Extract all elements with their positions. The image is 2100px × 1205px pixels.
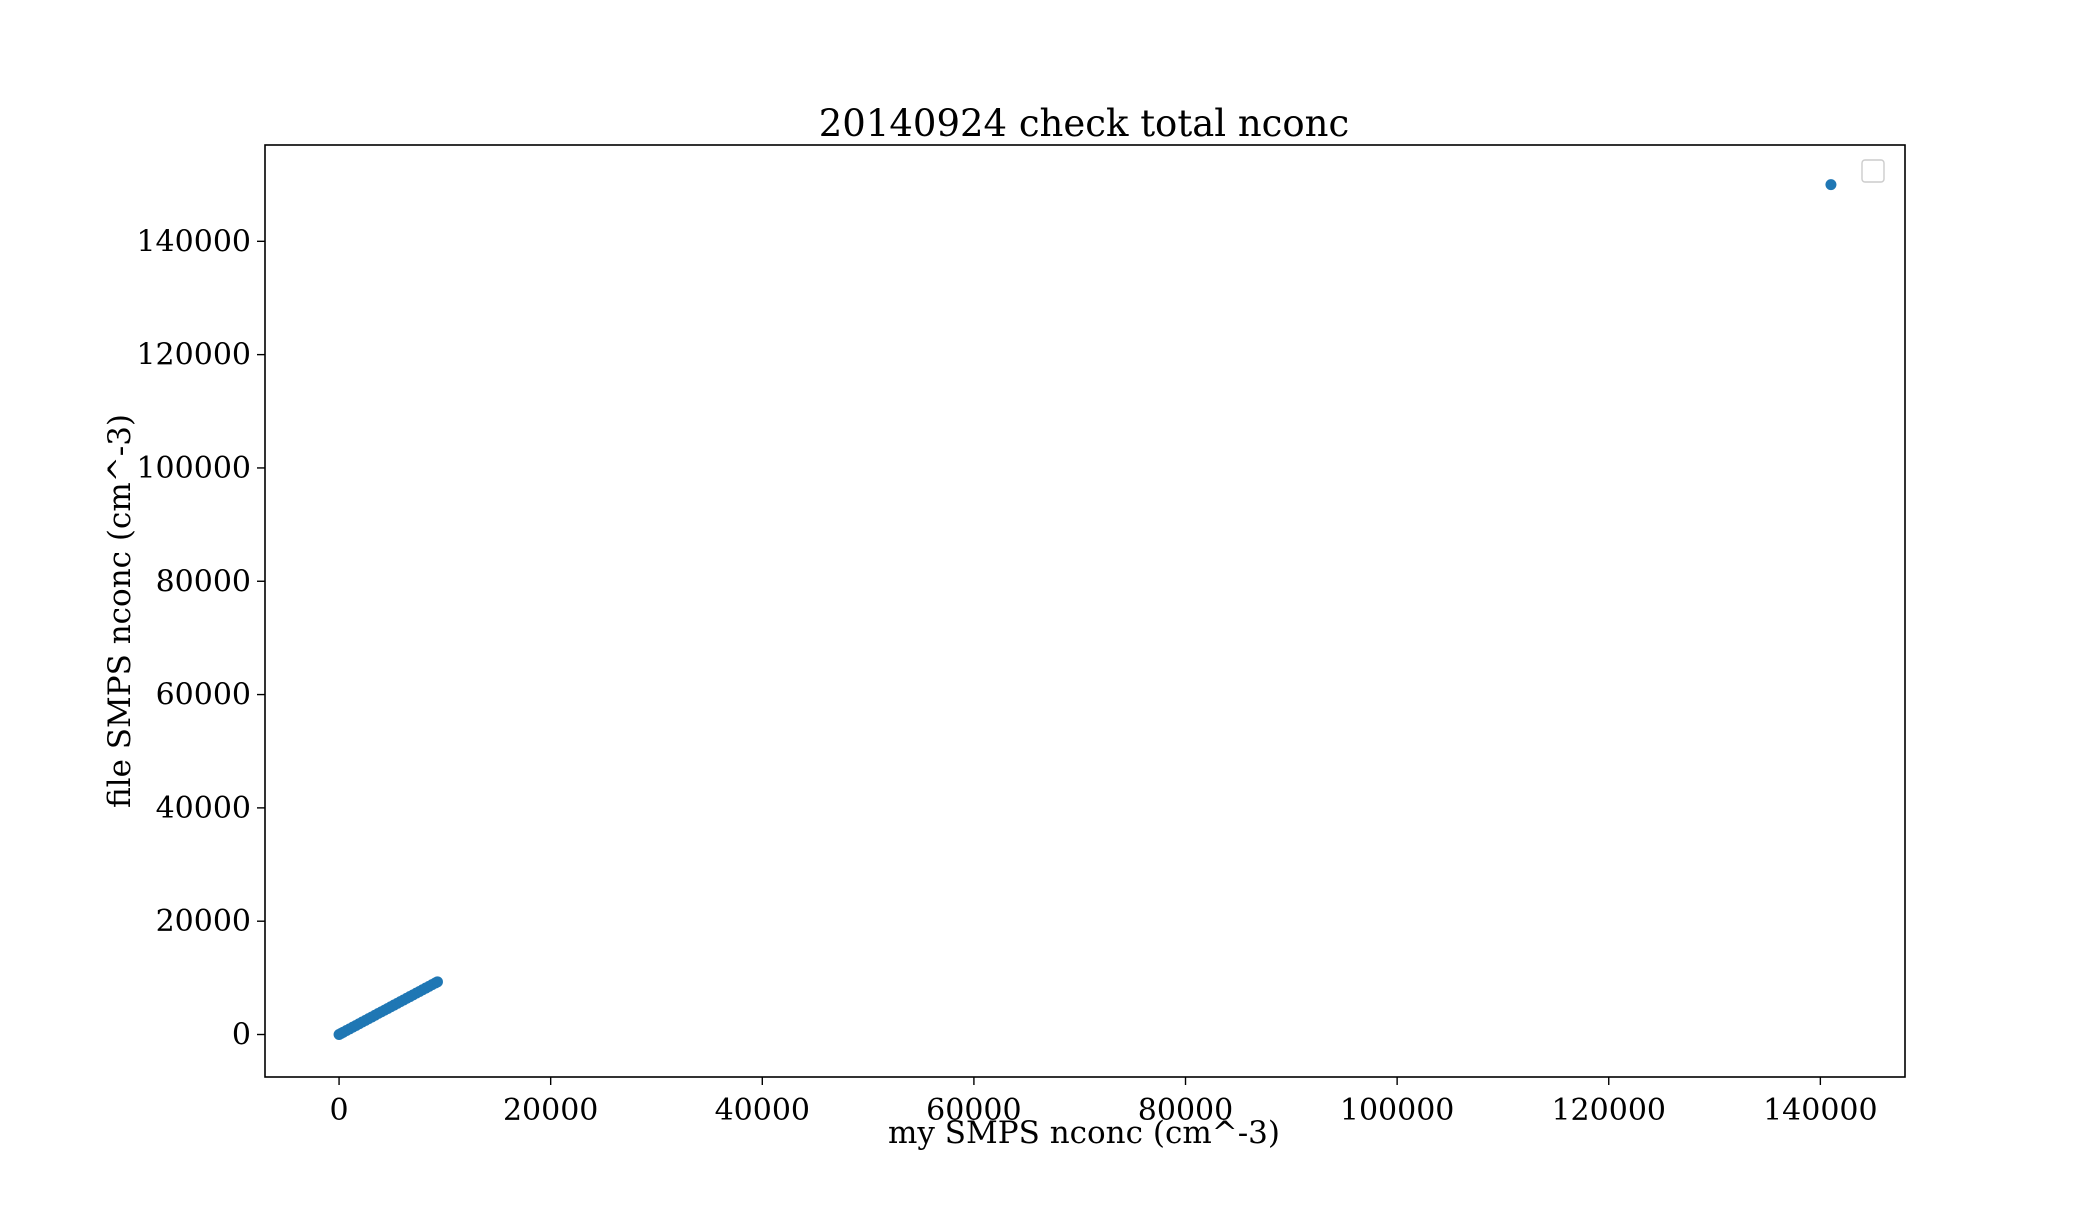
data-point — [1825, 179, 1837, 191]
x-tick-label: 60000 — [926, 1093, 1021, 1128]
axes-frame — [264, 144, 1906, 1078]
x-axis: 0 20000 40000 60000 80000 100000 120000 140000 — [330, 1077, 1878, 1128]
x-tick-label: 140000 — [1763, 1093, 1878, 1128]
x-tick-label: 0 — [330, 1093, 349, 1128]
y-tick-label: 100000 — [136, 451, 251, 486]
y-axis: 0 20000 40000 60000 80000 100000 120000 140000 — [136, 224, 265, 1053]
x-axis-label: my SMPS nconc (cm^-3) — [888, 1115, 1280, 1151]
y-tick-label: 0 — [232, 1018, 251, 1053]
plot-area — [264, 144, 1906, 1078]
x-tick-label: 20000 — [503, 1093, 598, 1128]
y-tick-label: 140000 — [136, 224, 251, 259]
x-tick-label: 40000 — [715, 1093, 810, 1128]
x-tick-label: 120000 — [1551, 1093, 1666, 1128]
y-tick-label: 60000 — [156, 678, 251, 713]
y-tick-label: 20000 — [156, 904, 251, 939]
y-tick-label: 80000 — [156, 564, 251, 599]
x-tick-label: 100000 — [1340, 1093, 1455, 1128]
legend-box — [1861, 159, 1885, 183]
x-tick-label: 80000 — [1138, 1093, 1233, 1128]
data-point — [431, 976, 443, 988]
chart-title: 20140924 check total nconc — [819, 102, 1349, 145]
y-axis-label: file SMPS nconc (cm^-3) — [102, 414, 138, 808]
y-tick-label: 40000 — [156, 791, 251, 826]
y-tick-label: 120000 — [136, 338, 251, 373]
data-points — [333, 179, 1837, 1041]
